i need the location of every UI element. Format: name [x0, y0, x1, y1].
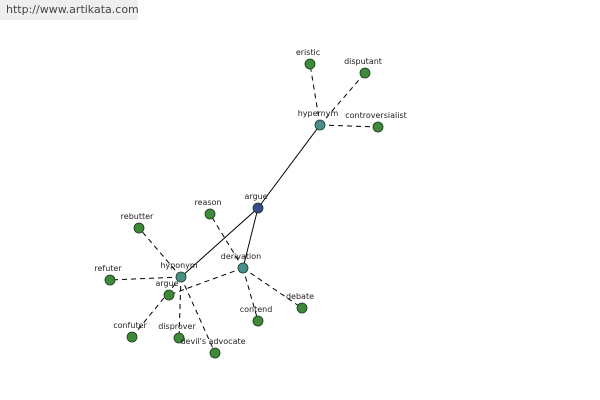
dashed-edge: [180, 276, 216, 354]
node[interactable]: [204, 208, 216, 220]
node[interactable]: [104, 274, 116, 286]
node[interactable]: [209, 347, 221, 359]
node-label: reason: [194, 198, 221, 207]
dashed-edge: [109, 276, 182, 281]
node-label: hypernym: [298, 109, 339, 118]
node[interactable]: [372, 121, 384, 133]
node-label: disputant: [344, 57, 382, 66]
node-label: hyponym: [160, 261, 198, 270]
node-label: devil's advocate: [180, 337, 245, 346]
node-label: derivation: [221, 252, 261, 261]
node[interactable]: [314, 119, 326, 131]
dashed-edge: [319, 124, 379, 128]
edge: [242, 207, 259, 269]
dashed-edge: [138, 227, 182, 278]
node[interactable]: [237, 262, 249, 274]
node[interactable]: [175, 271, 187, 283]
node-label: argue: [244, 192, 267, 201]
node[interactable]: [163, 289, 175, 301]
dashed-edge: [242, 267, 303, 309]
node-label: controversialist: [345, 111, 407, 120]
node-label: debate: [286, 292, 314, 301]
dashed-edge: [178, 276, 182, 339]
dashed-edge: [131, 276, 182, 338]
dashed-edge: [168, 267, 244, 296]
node-label: rebutter: [121, 212, 154, 221]
node[interactable]: [133, 222, 145, 234]
dashed-edge: [319, 72, 366, 126]
node[interactable]: [296, 302, 308, 314]
node[interactable]: [359, 67, 371, 79]
node-label: contend: [240, 305, 273, 314]
node[interactable]: [126, 331, 138, 343]
site-url[interactable]: http://www.artikata.com: [0, 0, 139, 20]
dashed-edge: [242, 267, 259, 322]
node-label: disprover: [158, 322, 196, 331]
node[interactable]: [304, 58, 316, 70]
node[interactable]: [252, 315, 264, 327]
edge: [180, 207, 259, 278]
node-label: argue: [155, 279, 178, 288]
node[interactable]: [252, 202, 264, 214]
node-label: confuter: [113, 321, 147, 330]
node[interactable]: [173, 332, 185, 344]
node-label: refuter: [94, 264, 122, 273]
edge: [257, 124, 321, 209]
dashed-edge: [309, 63, 321, 126]
dashed-edge: [209, 213, 244, 269]
node-label: eristic: [296, 48, 320, 57]
